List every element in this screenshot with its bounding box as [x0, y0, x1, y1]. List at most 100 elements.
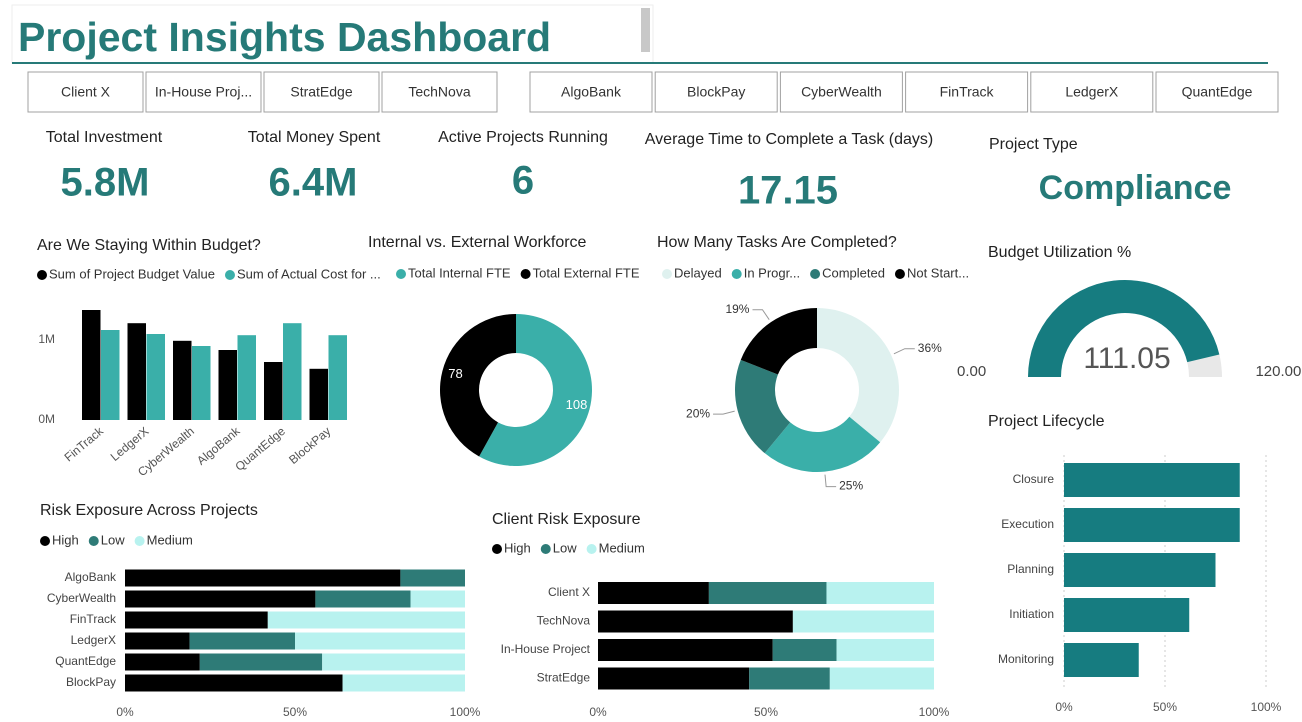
x-tick-label: 0%: [589, 705, 607, 719]
y-tick-label: FinTrack: [70, 612, 117, 626]
slicer-label[interactable]: AlgoBank: [561, 84, 622, 100]
bar-segment: [708, 582, 827, 604]
legend-marker: [586, 544, 597, 554]
legend-label: Medium: [599, 540, 645, 555]
y-tick-label: Planning: [1007, 562, 1054, 576]
bar-segment: [598, 667, 750, 690]
legend-label: Not Start...: [907, 265, 969, 280]
y-tick-label: 1M: [38, 332, 55, 346]
slicer-button[interactable]: [905, 71, 1029, 113]
slicer-button[interactable]: [145, 71, 262, 113]
legend-marker: [40, 536, 50, 546]
legend-marker: [520, 269, 531, 279]
legend-marker: [492, 544, 502, 554]
slicer-label[interactable]: LedgerX: [1065, 84, 1119, 100]
data-label: 78: [448, 366, 462, 381]
slicer-button[interactable]: [654, 71, 778, 113]
kpi-label: Total Investment: [46, 129, 163, 146]
x-tick-label: FinTrack: [62, 423, 107, 464]
gauge-fill: [1028, 279, 1220, 377]
legend-marker: [37, 270, 47, 280]
donut-slice: [479, 314, 592, 466]
slicer-button[interactable]: [381, 71, 498, 113]
slicer-label[interactable]: QuantEdge: [1182, 84, 1253, 100]
chart-title: Internal vs. External Workforce: [368, 234, 587, 251]
y-tick-label: Execution: [1001, 517, 1054, 531]
chart-title: Are We Staying Within Budget?: [37, 237, 261, 254]
bar: [237, 335, 256, 420]
bar: [218, 350, 237, 420]
bar-segment: [125, 590, 316, 608]
leader-line: [713, 410, 735, 415]
bar: [1064, 508, 1240, 542]
slicer-label[interactable]: Client X: [61, 84, 111, 100]
x-tick-label: 0%: [1055, 700, 1073, 714]
slicer-label[interactable]: BlockPay: [687, 84, 745, 100]
legend-marker: [224, 270, 235, 280]
gauge-tick-label: 0.00: [957, 363, 986, 380]
leader-line: [893, 348, 915, 355]
chart-title: Project Lifecycle: [988, 413, 1105, 430]
slicer-button[interactable]: [263, 71, 380, 113]
dashboard-title: Project Insights Dashboard: [18, 14, 551, 60]
y-tick-label: LedgerX: [71, 633, 116, 647]
bar: [309, 368, 328, 420]
bar-segment: [749, 667, 830, 690]
bar-segment: [125, 632, 190, 650]
data-label: 25%: [839, 479, 863, 493]
bar: [1064, 553, 1216, 587]
scrollbar: [641, 8, 650, 52]
slicer-button[interactable]: [529, 71, 653, 113]
kpi-label: Average Time to Complete a Task (days): [645, 131, 933, 148]
donut-slice: [764, 416, 881, 472]
slicer-label[interactable]: TechNova: [408, 84, 470, 100]
chart-title: How Many Tasks Are Completed?: [657, 234, 897, 251]
legend-marker: [810, 269, 821, 279]
data-label: 20%: [686, 406, 710, 420]
x-tick-label: 0%: [116, 705, 134, 719]
bar: [283, 323, 302, 420]
kpi-value: 17.15: [738, 169, 838, 213]
x-tick-label: QuantEdge: [232, 424, 288, 474]
slicer-button[interactable]: [27, 71, 144, 113]
bar-segment: [125, 674, 343, 692]
slicer-label[interactable]: CyberWealth: [801, 84, 882, 100]
bar: [101, 330, 120, 420]
y-tick-label: Monitoring: [998, 652, 1054, 666]
x-tick-label: 50%: [754, 705, 778, 719]
legend-marker: [731, 269, 742, 279]
bar-segment: [410, 590, 465, 608]
chart-title: Budget Utilization %: [988, 244, 1131, 261]
x-tick-label: 100%: [919, 705, 950, 719]
donut-slice: [734, 359, 791, 454]
data-label: 108: [566, 397, 588, 412]
bar-segment: [267, 611, 465, 629]
y-tick-label: CyberWealth: [47, 591, 116, 605]
bar-segment: [125, 611, 268, 629]
bar-segment: [189, 632, 295, 650]
slicer-label[interactable]: In-House Proj...: [155, 84, 252, 100]
bar: [1064, 643, 1139, 677]
leader-line: [824, 474, 837, 488]
y-tick-label: QuantEdge: [55, 654, 116, 668]
legend-marker: [88, 536, 99, 546]
kpi-label: Project Type: [989, 136, 1078, 153]
legend-marker: [540, 544, 551, 554]
slicer-button[interactable]: [1030, 71, 1154, 113]
y-tick-label: BlockPay: [66, 675, 116, 689]
bar-segment: [125, 653, 200, 671]
y-tick-label: Initiation: [1009, 607, 1054, 621]
bar-segment: [598, 639, 773, 661]
slicer-button[interactable]: [779, 71, 903, 113]
leader-line: [752, 309, 770, 320]
legend-label: Total Internal FTE: [408, 265, 511, 280]
bar-segment: [598, 610, 793, 633]
slicer-button[interactable]: [1155, 71, 1279, 113]
slicer-label[interactable]: StratEdge: [290, 84, 352, 100]
bar-segment: [792, 610, 934, 633]
bar: [1064, 463, 1240, 497]
x-tick-label: LedgerX: [108, 424, 152, 464]
bar: [192, 346, 211, 420]
slicer-label[interactable]: FinTrack: [940, 84, 995, 100]
